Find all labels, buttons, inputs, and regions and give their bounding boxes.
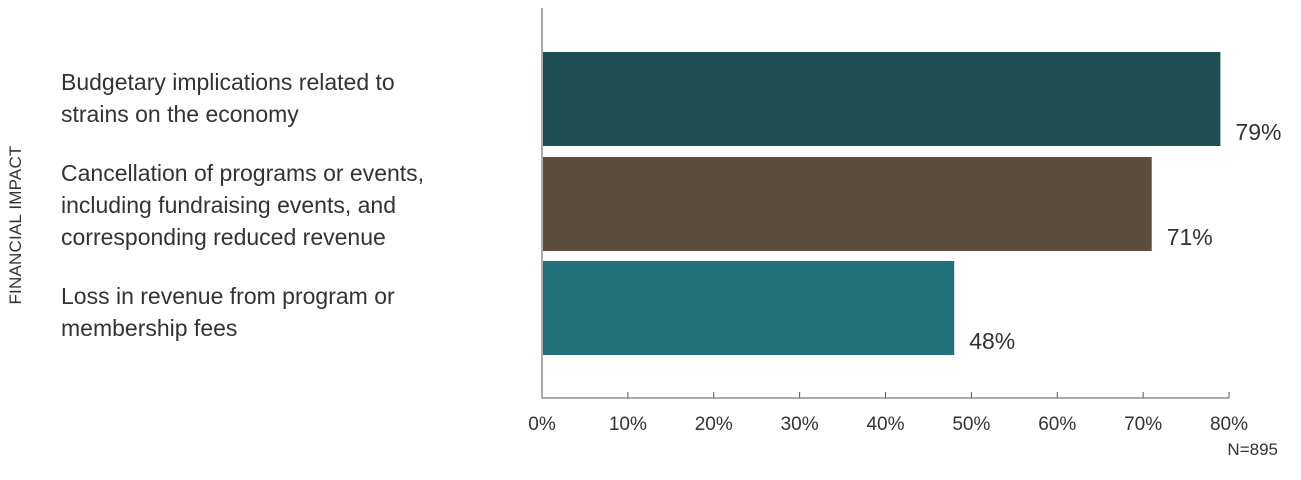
x-tick-label: 50% [952, 414, 990, 435]
x-tick-label: 60% [1038, 414, 1076, 435]
category-label-line: Loss in revenue from program or [61, 283, 395, 309]
category-label-cancellation: Cancellation of programs or events, incl… [61, 157, 501, 253]
category-label-line: membership fees [61, 315, 238, 341]
x-tick-label: 40% [866, 414, 904, 435]
category-label-loss-in-revenue: Loss in revenue from program or membersh… [61, 280, 501, 344]
category-label-line: Cancellation of programs or events, [61, 160, 425, 186]
bar [543, 52, 1221, 146]
category-label-line: Budgetary implications related to [61, 69, 395, 95]
x-tick-label: 0% [528, 414, 556, 435]
x-tick-label: 20% [695, 414, 733, 435]
x-tick-label: 10% [609, 414, 647, 435]
bar [543, 157, 1152, 251]
bar-value-label: 48% [969, 328, 1015, 354]
bar-value-label: 71% [1167, 224, 1213, 250]
x-tick-label: 80% [1210, 414, 1248, 435]
bar-value-label: 79% [1235, 119, 1281, 145]
sample-size-note: N=895 [1227, 440, 1278, 459]
category-label-line: corresponding reduced revenue [61, 224, 386, 250]
category-label-line: strains on the economy [61, 101, 299, 127]
category-label-budgetary: Budgetary implications related to strain… [61, 66, 501, 130]
bar [543, 261, 955, 355]
x-tick-label: 70% [1124, 414, 1162, 435]
category-label-line: including fundraising events, and [61, 192, 397, 218]
x-tick-label: 30% [781, 414, 819, 435]
